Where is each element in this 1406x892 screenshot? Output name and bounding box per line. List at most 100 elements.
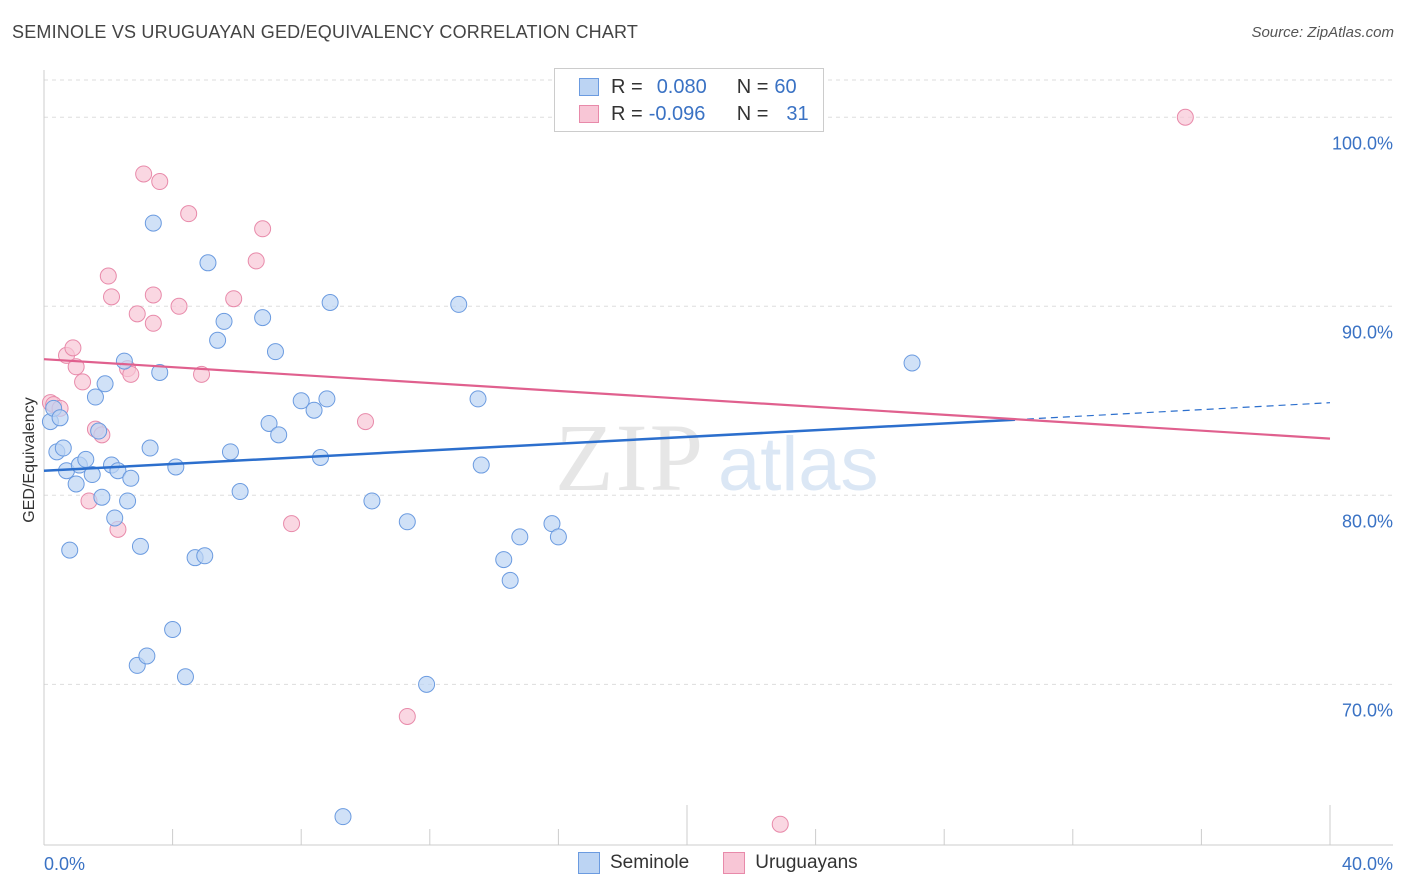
seminole-point <box>495 551 513 569</box>
y-tick-label: 100.0% <box>1332 133 1393 153</box>
seminole-point <box>549 528 567 546</box>
uruguayan-point <box>144 314 162 332</box>
legend-row-uruguayans: R = -0.096 N = 31 <box>579 103 809 125</box>
seminole-point <box>167 458 185 476</box>
n-value: 31 <box>786 102 809 125</box>
seminole-point <box>90 422 108 440</box>
uruguayan-point <box>67 358 85 376</box>
r-value: -0.096 <box>648 102 706 125</box>
seminole-point <box>176 668 194 686</box>
legend-item-seminole: Seminole <box>578 852 689 874</box>
uruguayan-point <box>398 707 416 725</box>
uruguayan-point <box>103 288 121 306</box>
seminole-point <box>115 352 133 370</box>
seminole-point <box>418 675 436 693</box>
uruguayan-point <box>99 267 117 285</box>
uruguayan-point <box>74 373 92 391</box>
seminole-point <box>363 492 381 510</box>
seminole-point <box>260 414 278 432</box>
seminole-trend-extension <box>1014 402 1331 421</box>
uruguayan-point <box>144 286 162 304</box>
y-axis-label: GED/Equivalency <box>21 397 38 522</box>
seminole-point <box>305 401 323 419</box>
watermark-zip: ZIP <box>555 404 705 511</box>
uruguayan-point <box>1176 108 1194 126</box>
uruguayan-point <box>180 205 198 223</box>
seminole-point <box>903 354 921 372</box>
uruguayan-legend-label: Uruguayans <box>755 852 858 873</box>
seminole-point <box>199 254 217 272</box>
uruguayan-point <box>128 305 146 323</box>
seminole-point <box>86 388 104 406</box>
uruguayan-point <box>254 220 272 238</box>
seminole-point <box>469 390 487 408</box>
n-label: N = <box>736 102 769 125</box>
legend-row-seminole: R = 0.080 N = 60 <box>579 76 797 98</box>
chart-title: SEMINOLE VS URUGUAYAN GED/EQUIVALENCY CO… <box>12 22 639 42</box>
seminole-point <box>450 295 468 313</box>
uruguayan-point <box>170 297 188 315</box>
seminole-point <box>144 214 162 232</box>
x-tick-label: 0.0% <box>44 854 85 874</box>
seminole-point <box>511 528 529 546</box>
seminole-point <box>231 483 249 501</box>
r-label: R = <box>611 102 643 125</box>
seminole-point <box>221 443 239 461</box>
seminole-trend-line <box>43 418 1015 472</box>
seminole-point <box>77 450 95 468</box>
y-tick-label: 80.0% <box>1342 511 1393 531</box>
stats-legend: R = 0.080 N = 60 R = -0.096 N = 31 <box>554 68 824 132</box>
seminole-point <box>398 513 416 531</box>
seminole-point <box>215 312 233 330</box>
seminole-point <box>321 294 339 311</box>
uruguayan-point <box>193 365 211 383</box>
uruguayan-point <box>283 515 301 533</box>
uruguayan-legend-swatch <box>723 852 746 874</box>
x-tick-label: 40.0% <box>1342 854 1393 874</box>
uruguayan-point <box>151 173 169 191</box>
uruguayan-point <box>357 413 374 431</box>
y-tick-label: 70.0% <box>1342 700 1393 720</box>
seminole-point <box>67 475 85 493</box>
seminole-point <box>122 469 140 487</box>
seminole-point <box>266 343 284 361</box>
seminole-point <box>472 456 490 474</box>
uruguayan-point <box>64 339 82 357</box>
seminole-point <box>96 375 114 393</box>
seminole-point <box>334 808 352 826</box>
uruguayan-point <box>247 252 265 270</box>
uruguayan-point <box>135 165 153 183</box>
uruguayan-trend-line <box>43 358 1331 440</box>
seminole-point <box>51 409 69 427</box>
source-label: Source: ZipAtlas.com <box>1251 24 1394 41</box>
seminole-point <box>106 509 124 527</box>
seminole-point <box>141 439 159 457</box>
seminole-point <box>61 541 79 559</box>
seminole-point <box>131 537 149 555</box>
seminole-point <box>209 331 227 349</box>
seminole-point <box>270 426 288 444</box>
seminole-point <box>93 488 111 506</box>
seminole-point <box>54 439 72 457</box>
n-label: N = <box>736 75 769 98</box>
seminole-point <box>254 309 272 327</box>
uruguayan-point <box>225 290 243 308</box>
seminole-point <box>119 492 137 510</box>
r-label: R = <box>611 75 643 98</box>
uruguayan-point <box>771 815 789 833</box>
seminole-legend-label: Seminole <box>610 852 690 873</box>
r-value: 0.080 <box>656 75 707 98</box>
seminole-point <box>318 390 336 408</box>
y-tick-label: 90.0% <box>1342 322 1393 342</box>
seminole-point <box>151 363 169 381</box>
seminole-point <box>501 571 519 589</box>
seminole-point <box>164 621 182 639</box>
watermark-atlas: atlas <box>718 422 879 507</box>
series-legend: Seminole Uruguayans <box>578 852 892 874</box>
legend-item-uruguayans: Uruguayans <box>723 852 858 874</box>
uruguayan-swatch <box>579 105 599 123</box>
seminole-point <box>196 547 214 565</box>
seminole-point <box>83 466 101 484</box>
seminole-point <box>292 392 310 410</box>
